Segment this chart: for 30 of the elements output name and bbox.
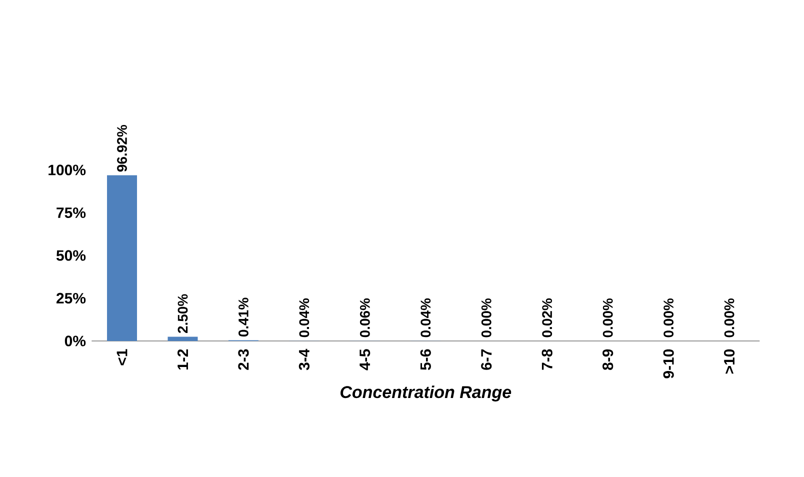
y-tick-label: 75% xyxy=(56,207,86,218)
data-label: 0.00% xyxy=(481,298,492,338)
x-tick-label: 4-5 xyxy=(360,349,370,370)
x-tick-label: 9-10 xyxy=(663,349,674,378)
x-tick-label: 7-8 xyxy=(542,349,552,370)
x-tick-label: 6-7 xyxy=(481,349,492,370)
y-tick-label: 0% xyxy=(64,336,86,346)
data-label: 0.00% xyxy=(724,298,734,338)
x-tick-label: 3-4 xyxy=(298,348,310,370)
x-tick-label: 2-3 xyxy=(238,349,249,370)
bar xyxy=(107,175,138,341)
y-tick-label: 100% xyxy=(48,164,86,176)
y-tick-label: 25% xyxy=(56,292,86,304)
data-label: 96.92% xyxy=(117,124,127,172)
x-axis-title: Concentration Range xyxy=(340,386,512,402)
x-tick-label: >10 xyxy=(724,349,735,374)
y-tick-label: 50% xyxy=(56,250,86,261)
x-tick-label: <1 xyxy=(116,349,128,366)
data-label: 0.04% xyxy=(299,298,310,338)
x-tick-label: 1-2 xyxy=(178,349,188,370)
x-tick-label: 8-9 xyxy=(602,349,614,370)
data-label: 0.00% xyxy=(664,298,674,338)
bar xyxy=(168,336,198,341)
data-label: 0.02% xyxy=(542,298,552,338)
data-label: 0.06% xyxy=(360,298,370,338)
data-label: 2.50% xyxy=(178,294,188,334)
x-tick-label: 5-6 xyxy=(420,349,431,370)
data-label: 0.00% xyxy=(602,298,613,338)
data-label: 0.41% xyxy=(238,298,248,337)
data-label: 0.04% xyxy=(420,298,431,338)
